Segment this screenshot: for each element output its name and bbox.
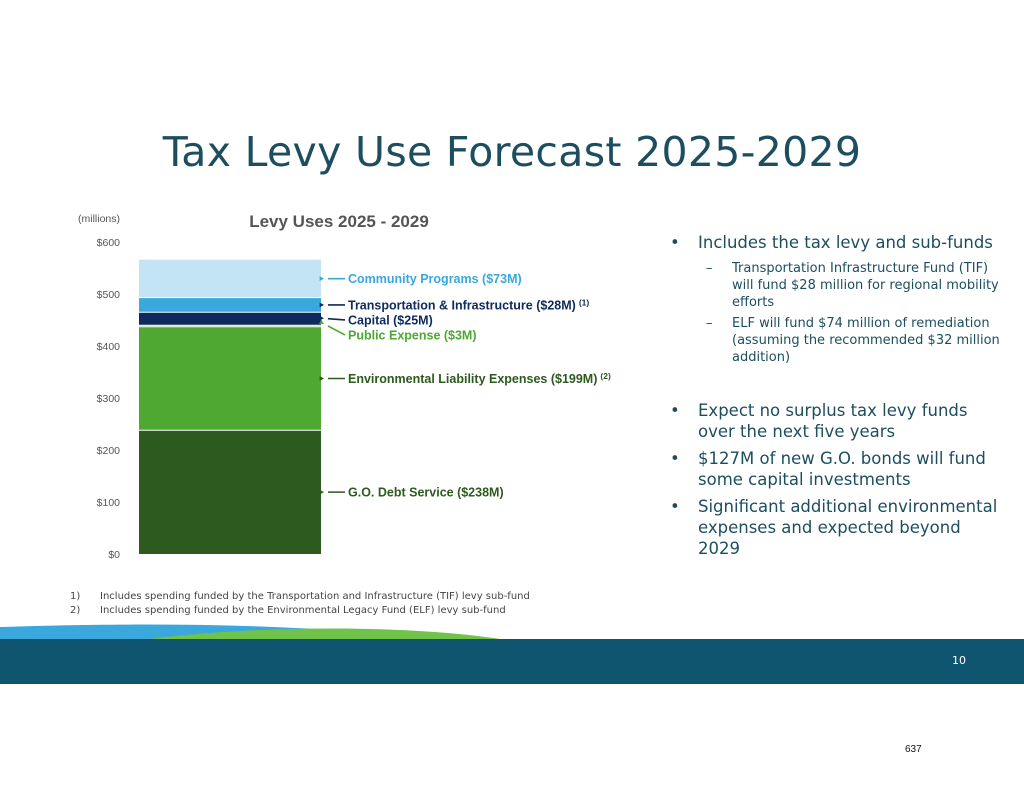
bar-segment <box>139 259 321 298</box>
label-arrow <box>319 276 345 282</box>
y-tick-label: $400 <box>97 341 121 353</box>
bullet-text: $127M of new G.O. bonds will fund some c… <box>698 449 986 489</box>
footer-band: 10 <box>0 639 1024 684</box>
stacked-bar <box>139 259 321 554</box>
bullet-list: • Includes the tax levy and sub-funds – … <box>670 232 1000 559</box>
bullet-text: Significant additional environmental exp… <box>698 497 998 558</box>
footnotes: 1) Includes spending funded by the Trans… <box>70 590 530 618</box>
y-tick-label: $300 <box>97 393 121 405</box>
chart-title: Levy Uses 2025 - 2029 <box>249 212 429 231</box>
bar-segment <box>139 312 321 326</box>
bar-segment <box>139 325 321 327</box>
footer-wave-green <box>150 628 500 639</box>
bullet-dot: • <box>670 233 680 252</box>
footnote: 1) Includes spending funded by the Trans… <box>70 590 530 604</box>
bar-segment <box>139 326 321 431</box>
bullet-dot: • <box>670 497 680 516</box>
document-page-number: 637 <box>905 744 922 755</box>
sub-bullet-text: ELF will fund $74 million of remediation… <box>732 316 1000 365</box>
footnote-number: 1) <box>70 591 81 602</box>
label-arrow <box>319 315 346 321</box>
segment-label: Capital ($25M) <box>348 313 433 327</box>
y-axis-label: (millions) <box>78 213 120 225</box>
label-arrow <box>319 376 345 381</box>
footnote-number: 2) <box>70 605 81 616</box>
y-tick-label: $500 <box>97 289 121 301</box>
bullet-text: Expect no surplus tax levy funds over th… <box>698 401 968 441</box>
bar-segment <box>139 297 321 313</box>
bullet-text: Includes the tax levy and sub-funds <box>698 233 993 252</box>
footnote-text: Includes spending funded by the Transpor… <box>100 591 530 602</box>
y-axis-ticks: $0 $100 $200 $300 $400 $500 $600 <box>97 237 121 561</box>
footnote: 2) Includes spending funded by the Envir… <box>70 604 530 618</box>
segment-label: Transportation & Infrastructure ($28M) (1… <box>348 297 589 312</box>
y-tick-label: $600 <box>97 237 121 249</box>
segment-label: Environmental Liability Expenses ($199M)… <box>348 371 611 386</box>
bullet-item: • Expect no surplus tax levy funds over … <box>670 400 1000 442</box>
segment-label: Public Expense ($3M) <box>348 328 477 342</box>
y-tick-label: $100 <box>97 497 121 509</box>
sub-bullet-item: – Transportation Infrastructure Fund (TI… <box>670 260 1000 311</box>
bar-segment <box>139 430 321 554</box>
label-arrow <box>319 489 345 495</box>
footer-wave <box>0 624 500 639</box>
segment-labels: Community Programs ($73M) Transportation … <box>319 272 611 500</box>
slide-title: Tax Levy Use Forecast 2025-2029 <box>162 128 862 176</box>
bullet-dot: • <box>670 449 680 468</box>
bullet-item: • Significant additional environmental e… <box>670 496 1000 559</box>
sub-bullet-dash: – <box>706 316 713 331</box>
sub-bullet-item: – ELF will fund $74 million of remediati… <box>670 315 1000 366</box>
segment-label-note: (2) <box>600 371 611 381</box>
bullet-dot: • <box>670 401 680 420</box>
segment-label: G.O. Debt Service ($238M) <box>348 486 504 500</box>
label-arrow <box>319 302 345 308</box>
bullet-item: • Includes the tax levy and sub-funds <box>670 232 1000 253</box>
levy-uses-chart: Levy Uses 2025 - 2029 (millions) $0$100$… <box>78 212 611 561</box>
segment-label-note: (1) <box>579 297 590 307</box>
y-tick-label: $0 <box>108 549 120 561</box>
y-tick-label: $200 <box>97 445 121 457</box>
sub-bullet-dash: – <box>706 261 713 276</box>
sub-bullet-text: Transportation Infrastructure Fund (TIF)… <box>732 261 999 310</box>
segment-label: Community Programs ($73M) <box>348 272 522 286</box>
label-arrow <box>319 319 346 336</box>
footnote-text: Includes spending funded by the Environm… <box>100 605 506 616</box>
bullet-item: • $127M of new G.O. bonds will fund some… <box>670 448 1000 490</box>
slide-number: 10 <box>952 654 966 667</box>
